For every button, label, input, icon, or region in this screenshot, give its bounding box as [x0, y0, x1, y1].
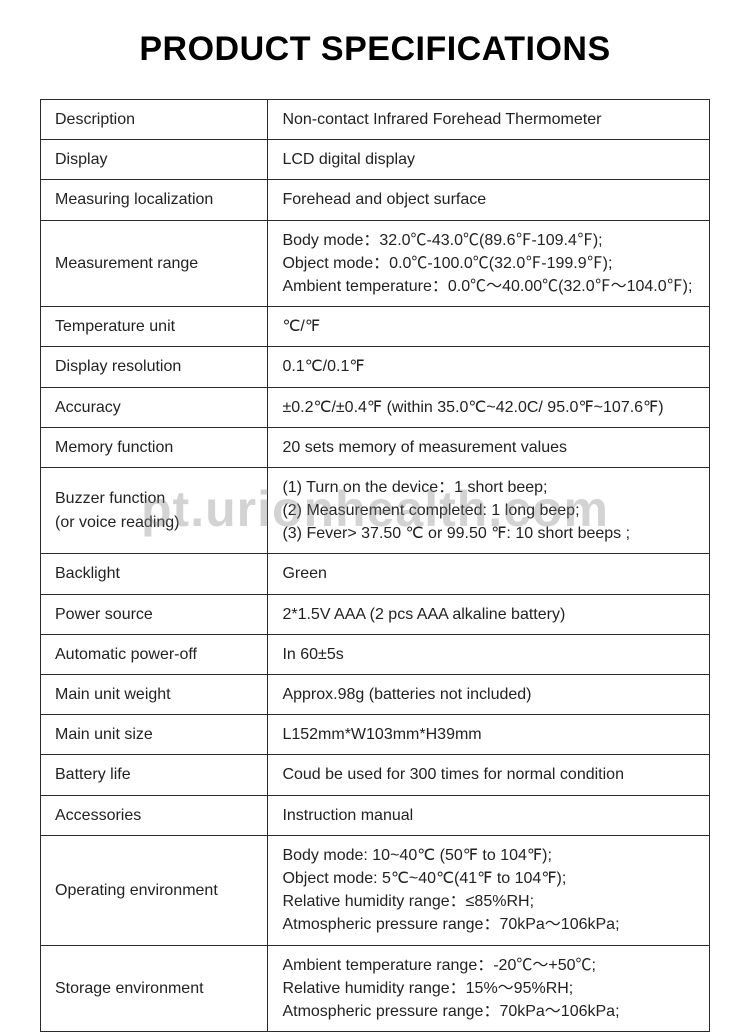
spec-value: Forehead and object surface — [268, 180, 710, 220]
table-row: Battery lifeCoud be used for 300 times f… — [41, 755, 710, 795]
spec-label: Display resolution — [41, 347, 268, 387]
spec-table-body: DescriptionNon-contact Infrared Forehead… — [41, 100, 710, 1032]
spec-value: Coud be used for 300 times for normal co… — [268, 755, 710, 795]
spec-value: Instruction manual — [268, 795, 710, 835]
table-row: BacklightGreen — [41, 554, 710, 594]
spec-value: Green — [268, 554, 710, 594]
table-row: Power source2*1.5V AAA (2 pcs AAA alkali… — [41, 594, 710, 634]
table-row: Measuring localizationForehead and objec… — [41, 180, 710, 220]
spec-table: DescriptionNon-contact Infrared Forehead… — [40, 99, 710, 1032]
spec-label: Automatic power-off — [41, 634, 268, 674]
page-container: PRODUCT SPECIFICATIONS DescriptionNon-co… — [0, 0, 750, 1032]
spec-value: Ambient temperature range：-20℃～+50℃; Rel… — [268, 945, 710, 1032]
spec-label: Measurement range — [41, 220, 268, 307]
spec-label: Measuring localization — [41, 180, 268, 220]
table-row: Automatic power-offIn 60±5s — [41, 634, 710, 674]
spec-label: Temperature unit — [41, 307, 268, 347]
table-row: Accuracy±0.2℃/±0.4℉ (within 35.0℃~42.0C/… — [41, 387, 710, 427]
spec-label: Display — [41, 140, 268, 180]
table-row: Measurement rangeBody mode：32.0℃-43.0℃(8… — [41, 220, 710, 307]
spec-label: Power source — [41, 594, 268, 634]
spec-value: (1) Turn on the device：1 short beep; (2)… — [268, 467, 710, 554]
spec-value: In 60±5s — [268, 634, 710, 674]
spec-value: Approx.98g (batteries not included) — [268, 675, 710, 715]
spec-label: Accuracy — [41, 387, 268, 427]
table-row: Operating environmentBody mode: 10~40℃ (… — [41, 835, 710, 945]
spec-label: Buzzer function (or voice reading) — [41, 467, 268, 554]
spec-label: Main unit weight — [41, 675, 268, 715]
spec-label: Accessories — [41, 795, 268, 835]
spec-label: Operating environment — [41, 835, 268, 945]
table-row: Memory function20 sets memory of measure… — [41, 427, 710, 467]
spec-value: Non-contact Infrared Forehead Thermomete… — [268, 100, 710, 140]
page-title: PRODUCT SPECIFICATIONS — [40, 30, 710, 69]
spec-value: 0.1℃/0.1℉ — [268, 347, 710, 387]
table-row: DescriptionNon-contact Infrared Forehead… — [41, 100, 710, 140]
spec-label: Description — [41, 100, 268, 140]
table-row: Temperature unit℃/℉ — [41, 307, 710, 347]
spec-value: Body mode：32.0℃-43.0℃(89.6℉-109.4℉); Obj… — [268, 220, 710, 307]
spec-label: Main unit size — [41, 715, 268, 755]
table-row: Display resolution0.1℃/0.1℉ — [41, 347, 710, 387]
spec-value: ±0.2℃/±0.4℉ (within 35.0℃~42.0C/ 95.0℉~1… — [268, 387, 710, 427]
table-row: Main unit sizeL152mm*W103mm*H39mm — [41, 715, 710, 755]
spec-value: 2*1.5V AAA (2 pcs AAA alkaline battery) — [268, 594, 710, 634]
table-row: DisplayLCD digital display — [41, 140, 710, 180]
table-row: Storage environmentAmbient temperature r… — [41, 945, 710, 1032]
spec-value: ℃/℉ — [268, 307, 710, 347]
spec-label: Backlight — [41, 554, 268, 594]
table-row: Buzzer function (or voice reading)(1) Tu… — [41, 467, 710, 554]
spec-value: LCD digital display — [268, 140, 710, 180]
spec-value: Body mode: 10~40℃ (50℉ to 104℉); Object … — [268, 835, 710, 945]
spec-label: Battery life — [41, 755, 268, 795]
table-row: AccessoriesInstruction manual — [41, 795, 710, 835]
spec-label: Memory function — [41, 427, 268, 467]
spec-value: 20 sets memory of measurement values — [268, 427, 710, 467]
table-row: Main unit weightApprox.98g (batteries no… — [41, 675, 710, 715]
spec-value: L152mm*W103mm*H39mm — [268, 715, 710, 755]
spec-label: Storage environment — [41, 945, 268, 1032]
